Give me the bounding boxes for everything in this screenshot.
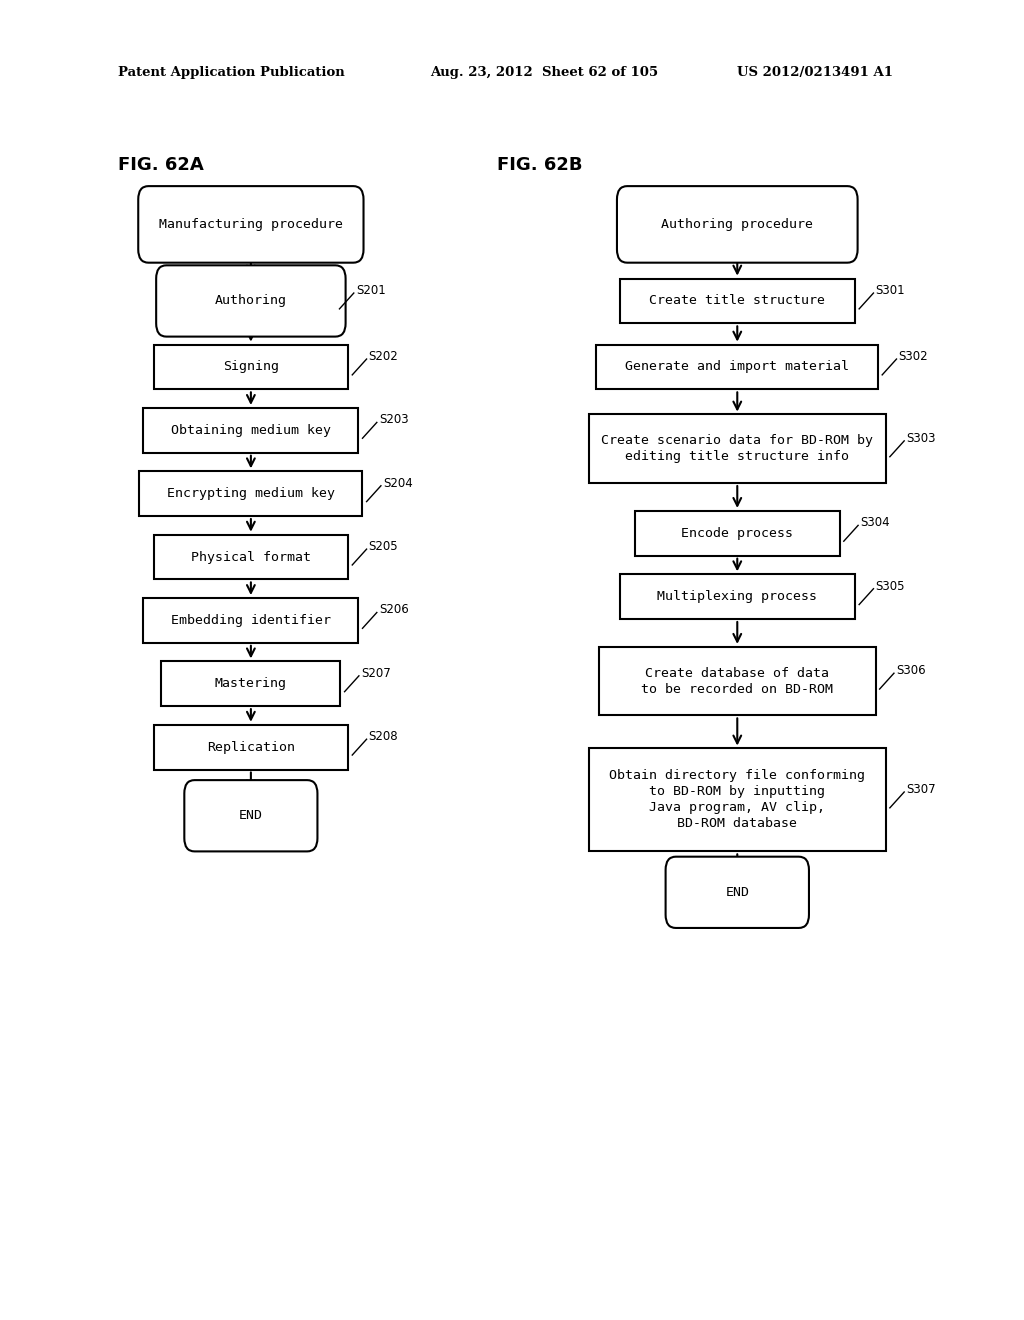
Bar [139, 471, 362, 516]
Text: S301: S301 [876, 284, 905, 297]
Text: Aug. 23, 2012  Sheet 62 of 105: Aug. 23, 2012 Sheet 62 of 105 [430, 66, 658, 79]
Text: S305: S305 [876, 579, 905, 593]
Text: S307: S307 [906, 783, 936, 796]
Text: Multiplexing process: Multiplexing process [657, 590, 817, 603]
Text: Physical format: Physical format [190, 550, 311, 564]
Bar [589, 414, 886, 483]
Text: FIG. 62B: FIG. 62B [497, 156, 582, 174]
Bar [635, 511, 840, 556]
Text: Create scenario data for BD-ROM by
editing title structure info: Create scenario data for BD-ROM by editi… [601, 434, 873, 463]
Text: Patent Application Publication: Patent Application Publication [118, 66, 344, 79]
Bar [154, 725, 348, 770]
Text: S206: S206 [379, 603, 409, 616]
Text: Encrypting medium key: Encrypting medium key [167, 487, 335, 500]
Text: S302: S302 [899, 350, 928, 363]
Bar [154, 345, 348, 389]
Text: Generate and import material: Generate and import material [626, 360, 849, 374]
Text: Manufacturing procedure: Manufacturing procedure [159, 218, 343, 231]
Text: Signing: Signing [223, 360, 279, 374]
Text: US 2012/0213491 A1: US 2012/0213491 A1 [737, 66, 893, 79]
Text: S207: S207 [361, 667, 391, 680]
Text: S201: S201 [356, 284, 386, 297]
Bar [143, 408, 358, 453]
Text: S204: S204 [383, 477, 413, 490]
Text: END: END [239, 809, 263, 822]
Text: FIG. 62A: FIG. 62A [118, 156, 204, 174]
Text: S303: S303 [906, 432, 936, 445]
Text: Create database of data
to be recorded on BD-ROM: Create database of data to be recorded o… [641, 667, 834, 696]
FancyBboxPatch shape [156, 265, 345, 337]
Text: Replication: Replication [207, 741, 295, 754]
FancyBboxPatch shape [184, 780, 317, 851]
Text: S202: S202 [369, 350, 398, 363]
Text: Authoring procedure: Authoring procedure [662, 218, 813, 231]
Bar [154, 535, 348, 579]
Text: Obtain directory file conforming
to BD-ROM by inputting
Java program, AV clip,
B: Obtain directory file conforming to BD-R… [609, 770, 865, 830]
Text: S203: S203 [379, 413, 409, 426]
Text: END: END [725, 886, 750, 899]
Text: S205: S205 [369, 540, 398, 553]
Bar [162, 661, 340, 706]
Bar [143, 598, 358, 643]
Bar [599, 647, 876, 715]
FancyBboxPatch shape [138, 186, 364, 263]
FancyBboxPatch shape [666, 857, 809, 928]
Bar [589, 748, 886, 851]
Bar [620, 574, 855, 619]
Text: Mastering: Mastering [215, 677, 287, 690]
Text: S304: S304 [860, 516, 890, 529]
Bar [596, 345, 879, 389]
Bar [620, 279, 855, 323]
Text: Create title structure: Create title structure [649, 294, 825, 308]
Text: Encode process: Encode process [681, 527, 794, 540]
Text: Authoring: Authoring [215, 294, 287, 308]
Text: S306: S306 [896, 664, 926, 677]
Text: Embedding identifier: Embedding identifier [171, 614, 331, 627]
FancyBboxPatch shape [616, 186, 857, 263]
Text: S208: S208 [369, 730, 398, 743]
Text: Obtaining medium key: Obtaining medium key [171, 424, 331, 437]
